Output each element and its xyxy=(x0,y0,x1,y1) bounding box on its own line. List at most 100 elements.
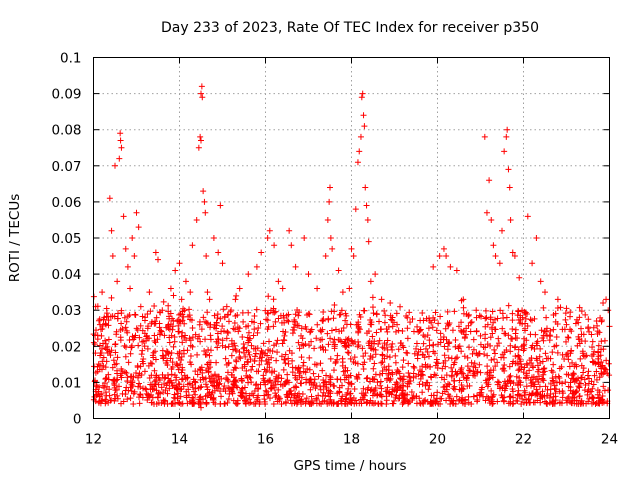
data-point xyxy=(585,368,592,375)
data-point xyxy=(185,392,192,399)
data-point xyxy=(296,309,303,316)
data-point xyxy=(491,356,498,363)
data-point xyxy=(306,342,313,349)
data-point xyxy=(198,90,204,97)
data-point xyxy=(488,357,495,364)
x-tick-label: 12 xyxy=(85,432,102,448)
data-point xyxy=(543,355,550,362)
data-point xyxy=(318,328,325,335)
data-point xyxy=(498,354,505,361)
data-point xyxy=(522,315,529,322)
data-point xyxy=(192,368,199,375)
data-point xyxy=(459,394,466,401)
data-point xyxy=(243,390,250,397)
data-point xyxy=(521,364,528,371)
data-point xyxy=(365,340,372,347)
data-point xyxy=(146,374,153,381)
data-point xyxy=(146,393,153,400)
data-point xyxy=(197,133,204,140)
data-point xyxy=(297,380,304,387)
data-point xyxy=(255,368,262,375)
data-point xyxy=(563,305,570,312)
data-point xyxy=(313,335,320,342)
data-point xyxy=(404,383,411,390)
data-point xyxy=(388,391,395,398)
data-point xyxy=(409,395,416,402)
data-point xyxy=(224,399,231,406)
data-point xyxy=(514,382,521,389)
data-point xyxy=(351,354,358,361)
data-point xyxy=(135,342,142,349)
data-point xyxy=(246,351,253,358)
data-point xyxy=(238,375,245,382)
data-point xyxy=(407,319,414,326)
data-point xyxy=(516,274,523,281)
data-point xyxy=(437,330,444,337)
data-point xyxy=(562,316,569,323)
data-point xyxy=(118,320,125,327)
data-point xyxy=(221,382,228,389)
data-point xyxy=(523,372,530,379)
data-point xyxy=(481,351,488,358)
data-point xyxy=(438,374,445,381)
data-point xyxy=(526,367,533,374)
data-point xyxy=(464,354,471,361)
data-point xyxy=(317,337,324,344)
data-point xyxy=(556,388,563,395)
data-point xyxy=(129,235,136,241)
data-point xyxy=(574,342,581,349)
data-point xyxy=(578,331,585,338)
data-point xyxy=(453,393,460,400)
data-point xyxy=(115,383,122,390)
data-point xyxy=(372,271,379,278)
data-point xyxy=(288,350,295,357)
data-point xyxy=(514,360,521,367)
data-point xyxy=(363,202,370,209)
data-point xyxy=(539,376,546,383)
data-point xyxy=(451,359,458,366)
data-point xyxy=(141,330,148,337)
data-point xyxy=(579,350,586,357)
data-point xyxy=(536,383,543,390)
data-point xyxy=(516,356,523,363)
data-point xyxy=(410,328,417,335)
data-point xyxy=(320,377,327,384)
data-point xyxy=(383,393,390,400)
data-point xyxy=(166,315,173,322)
data-point xyxy=(289,357,296,364)
data-point xyxy=(426,317,433,324)
data-point xyxy=(520,369,527,376)
data-point xyxy=(320,346,327,353)
data-point xyxy=(311,345,318,352)
data-point xyxy=(550,326,557,333)
data-point xyxy=(117,327,124,334)
data-point xyxy=(383,366,390,373)
data-point xyxy=(360,353,367,360)
data-point xyxy=(204,361,211,368)
data-point xyxy=(99,397,106,404)
data-point xyxy=(375,340,382,347)
data-point xyxy=(488,387,495,394)
data-point xyxy=(358,94,365,101)
data-point xyxy=(198,404,204,411)
data-point xyxy=(577,325,584,332)
data-point xyxy=(548,367,555,374)
y-tick-label: 0.02 xyxy=(51,339,81,355)
data-point xyxy=(405,360,412,367)
data-point xyxy=(588,331,595,338)
data-point xyxy=(466,382,473,389)
y-tick-label: 0.09 xyxy=(51,87,81,103)
data-point xyxy=(225,360,232,367)
data-point xyxy=(175,322,182,329)
data-point xyxy=(352,206,359,213)
data-point xyxy=(504,126,511,133)
data-point xyxy=(349,338,356,345)
data-point xyxy=(482,315,489,322)
data-point xyxy=(189,242,196,249)
data-point xyxy=(220,386,227,392)
data-point xyxy=(585,398,592,405)
data-point xyxy=(211,372,218,379)
data-point xyxy=(569,359,576,366)
data-point xyxy=(112,162,118,169)
data-point xyxy=(392,328,399,335)
